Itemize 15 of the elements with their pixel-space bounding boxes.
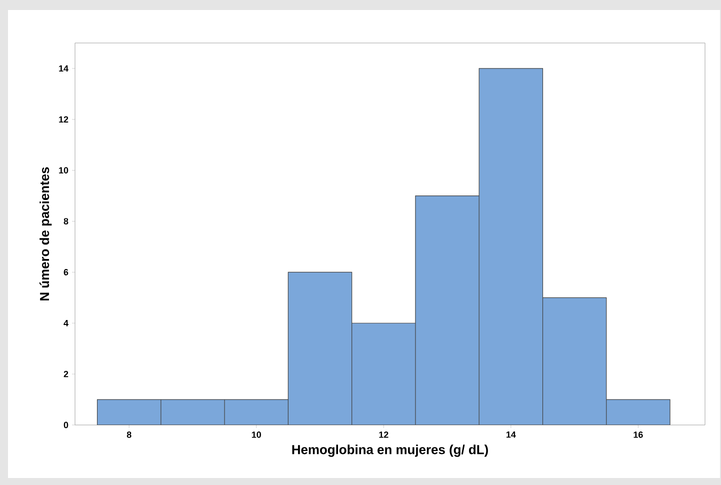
y-tick-label: 6 <box>64 269 68 276</box>
x-tick-label: 14 <box>506 432 516 438</box>
y-tick-label: 14 <box>59 65 68 72</box>
y-tick-label: 2 <box>64 370 68 378</box>
y-tick-label: 0 <box>64 422 68 428</box>
y-axis-title: N úmero de pacientes <box>39 167 52 300</box>
y-tick-label: 12 <box>59 116 68 123</box>
y-tick-label: 8 <box>64 218 68 224</box>
x-axis-title: Hemoglobina en mujeres (g/ dL) <box>292 444 488 457</box>
x-tick-label: 8 <box>126 432 132 438</box>
y-tick-label: 4 <box>64 320 68 326</box>
x-tick-label: 10 <box>252 432 261 438</box>
x-tick-label: 12 <box>379 432 388 438</box>
y-tick-label: 10 <box>59 167 68 174</box>
x-tick-label: 16 <box>634 432 643 438</box>
